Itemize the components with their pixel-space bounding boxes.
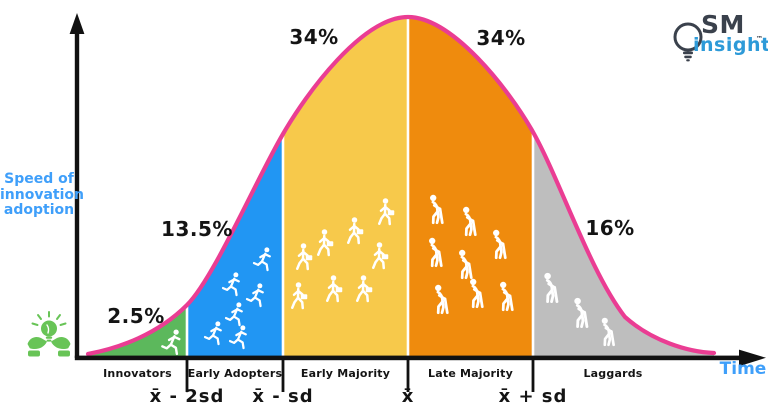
x-axis-line [74,355,741,361]
label-laggards: Laggards [583,367,643,380]
marker-mean-minus-sd: x̄ - sd [252,386,314,407]
tick-mean [406,358,410,392]
y-axis-title-line: innovation [0,186,84,203]
tick-mean-minus-2sd [185,358,189,392]
logo-bulb-icon [673,22,703,62]
label-innovators: Innovators [103,367,172,380]
label-early-majority: Early Majority [300,367,391,380]
hands-lightbulb-icon [25,311,73,363]
percent-late-majority: 34% [476,26,526,50]
bell-curve-line [85,14,717,357]
y-axis-title-line: adoption [3,202,75,218]
marker-mean-plus-sd: x̄ + sd [498,386,568,407]
x-axis-arrowhead [739,349,766,367]
y-axis-arrowhead [69,13,85,34]
percent-laggards: 16% [585,216,635,240]
tick-mean-minus-sd [281,358,285,392]
x-axis-title: Time [719,359,767,379]
label-late-majority: Late Majority [428,367,513,380]
label-early-adopters: Early Adopters [187,367,283,380]
logo-text-sm: SM [701,10,745,39]
tick-mean-plus-sd [531,358,535,392]
marker-mean: x̄ [401,386,415,407]
logo-trademark: ™ [756,35,763,43]
curve-segments [88,17,714,357]
percent-early-majority: 34% [289,25,339,49]
axes [69,13,766,392]
y-axis-title-line: Speed of [4,171,74,187]
marker-mean-minus-2sd: x̄ - 2sd [149,386,225,407]
y-axis-line [74,30,80,358]
segment-early-adopters [187,17,283,357]
y-axis-title: Speed of innovation adoption [0,171,84,219]
logo-text-insight: insight [693,34,768,56]
sm-insight-logo: SM insight ™ [668,8,768,70]
percent-innovators: 2.5% [107,304,165,328]
percent-early-adopters: 13.5% [161,217,233,241]
